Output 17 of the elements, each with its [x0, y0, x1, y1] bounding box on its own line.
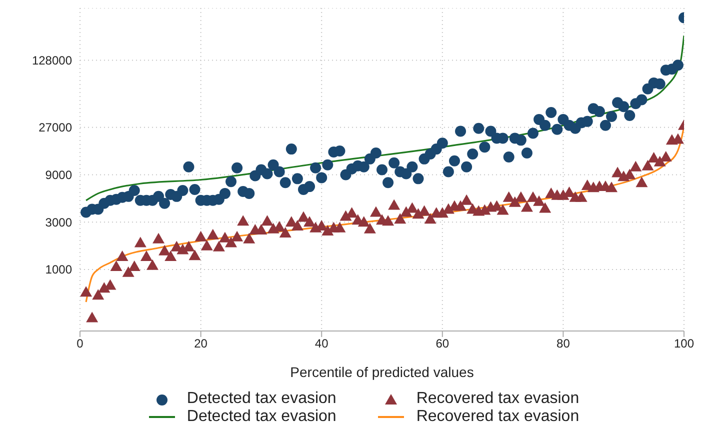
legend-label: Detected tax evasion [186, 390, 336, 408]
y-tick-label: 9000 [45, 168, 72, 182]
x-axis-title: Percentile of predicted values [290, 364, 474, 380]
y-tick-label: 3000 [45, 215, 72, 230]
line-series [85, 34, 684, 202]
x-tick-label: 80 [556, 336, 570, 351]
x-tick-label: 40 [314, 336, 329, 351]
y-tick-label: 27000 [38, 120, 72, 135]
legend-label: Recovered tax evasion [416, 390, 580, 408]
legend-label: Recovered tax evasion [416, 408, 580, 426]
x-tick-label: 60 [436, 336, 450, 351]
x-tick-label: 100 [674, 336, 694, 351]
x-tick-label: 0 [76, 336, 84, 351]
y-tick-label: 1000 [45, 262, 72, 277]
legend-label: Detected tax evasion [186, 408, 336, 426]
x-tick-label: 20 [194, 336, 208, 351]
y-tick-label: 128000 [32, 54, 72, 68]
